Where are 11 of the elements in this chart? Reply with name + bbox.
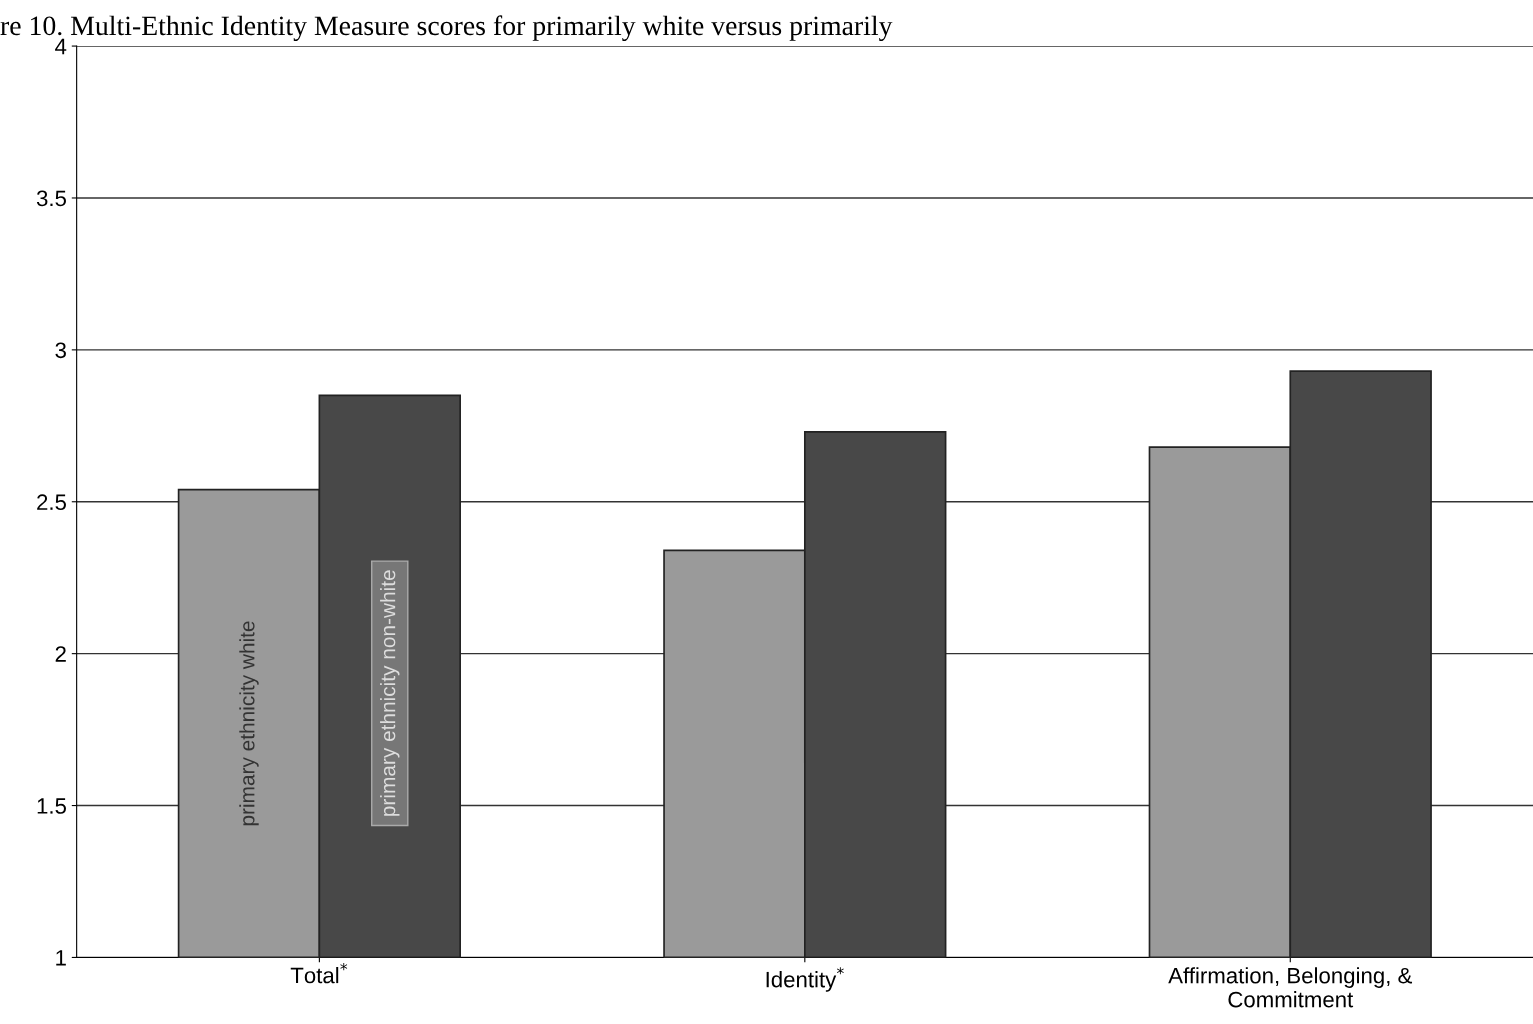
x-tick-label: Affirmation, Belonging, & Commitment (1168, 967, 1413, 1008)
y-tick-label: 3.5 (36, 190, 66, 207)
y-tick-label: 1.5 (37, 798, 66, 814)
x-tick-label: Identity$^{*}$ (766, 967, 844, 992)
series-label: primary ethnicity non-white (380, 570, 400, 816)
y-tick-label: 3 (55, 342, 66, 359)
x-tick-label: Total$^{*}$ (290, 963, 348, 984)
series-label: primary ethnicity white (239, 621, 259, 826)
y-tick-label: 2.5 (37, 494, 66, 511)
y-tick-label: 2 (55, 646, 66, 662)
y-tick-label: 1 (56, 950, 66, 966)
